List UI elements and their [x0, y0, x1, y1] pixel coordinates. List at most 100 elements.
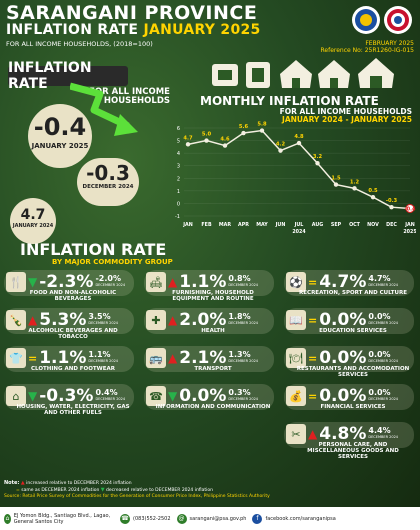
- up-arrow-icon: ▲: [168, 351, 178, 365]
- subtitle-b: JANUARY 2025: [143, 22, 261, 38]
- prev-value: -2.0%: [95, 274, 121, 283]
- prev-label: DECEMBER 2024: [368, 283, 399, 287]
- x-tick-label: JAN: [404, 222, 415, 228]
- legend-up-icon: ▲: [20, 480, 25, 486]
- commodity-item: 🍾 ▲ 5.3% 3.5% DECEMBER 2024: [6, 306, 138, 334]
- prev-label: DECEMBER 2024: [228, 321, 259, 325]
- data-point: [185, 142, 191, 147]
- data-point: [222, 143, 228, 148]
- commodity-value: 1.1%: [179, 271, 227, 292]
- x-tick-label: JUL: [294, 222, 304, 228]
- prev-label: DECEMBER 2024: [95, 397, 126, 401]
- phone-icon: ☎: [146, 386, 166, 406]
- restaurant-icon: 🍽: [286, 348, 306, 368]
- footer-phone[interactable]: (083)552-2502: [133, 515, 171, 522]
- up-arrow-icon: ▲: [28, 313, 38, 327]
- commodity-prev: 1.3% DECEMBER 2024: [228, 351, 258, 365]
- data-point: [405, 203, 415, 213]
- food-icon: 🍴: [6, 272, 26, 292]
- commodity-value: 5.3%: [39, 309, 87, 330]
- commodity-name: TRANSPORT: [194, 366, 232, 372]
- commodity-item: 🍴 ▼ -2.3% -2.0% DECEMBER 2024: [6, 268, 138, 296]
- data-label: 4.8: [294, 134, 304, 140]
- y-tick-label: 3: [177, 164, 180, 170]
- commodity-name: INFORMATION AND COMMUNICATION: [155, 404, 271, 410]
- prev-label: DECEMBER 2024: [95, 283, 126, 287]
- commodity-name: HOUSING, WATER, ELECTRICITY, GAS AND OTH…: [16, 404, 130, 416]
- prev-value: 0.3%: [228, 388, 251, 397]
- data-label: -0.3: [386, 198, 398, 204]
- commodity-item: ⌂ ▼ -0.3% 0.4% DECEMBER 2024: [6, 382, 138, 410]
- year-label: 2025: [403, 229, 416, 235]
- page-subtitle: INFLATION RATE JANUARY 2025: [6, 23, 346, 38]
- data-point: [259, 128, 265, 133]
- down-arrow-icon: ▼: [28, 275, 38, 289]
- dec-2024-label: DECEMBER 2024: [82, 184, 134, 190]
- y-tick-label: 1: [177, 189, 180, 195]
- commodity-prev: 1.8% DECEMBER 2024: [228, 313, 258, 327]
- footer-email[interactable]: sarangani@psa.gov.ph: [189, 515, 247, 522]
- data-label: 5.8: [257, 122, 267, 128]
- commodity-name: HEALTH: [201, 328, 225, 334]
- commodity-name: ALCOHOLIC BEVERAGES AND TOBACCO: [28, 328, 118, 340]
- coins-icon: 💰: [286, 386, 306, 406]
- commodity-name: FINANCIAL SERVICES: [320, 404, 386, 410]
- reference-number: Reference No: 25R1260-IG-015: [320, 47, 414, 54]
- prev-value: 1.1%: [88, 350, 111, 359]
- commodity-prev: 0.4% DECEMBER 2024: [95, 389, 125, 403]
- care-icon: ✂: [286, 424, 306, 444]
- commodity-name: EDUCATION SERVICES: [319, 328, 387, 334]
- commodity-prev: -2.0% DECEMBER 2024: [95, 275, 125, 289]
- commodity-value: 0.0%: [319, 385, 367, 406]
- january-2024-rate: 4.7 JANUARY 2024: [10, 198, 56, 244]
- commodity-item: ☎ ▼ 0.0% 0.3% DECEMBER 2024: [146, 382, 278, 410]
- commodity-name: RECREATION, SPORT AND CULTURE: [299, 290, 407, 296]
- prev-value: 0.4%: [95, 388, 118, 397]
- y-tick-label: 5: [177, 139, 180, 145]
- legend-up-text: increased relative to DECEMBER 2024 infl…: [26, 481, 132, 486]
- data-label: 1.2: [350, 179, 360, 185]
- equal-icon: =: [308, 275, 318, 289]
- prev-label: DECEMBER 2024: [228, 359, 259, 363]
- commodity-prev: 0.0% DECEMBER 2024: [368, 351, 398, 365]
- jan-2025-value: -0.4: [33, 113, 87, 141]
- commodity-subheading: BY MAJOR COMMODITY GROUP: [52, 258, 173, 266]
- data-label: 5.6: [239, 124, 249, 130]
- prev-label: DECEMBER 2024: [368, 435, 399, 439]
- data-point: [315, 161, 320, 166]
- subtitle-a: INFLATION RATE: [6, 22, 144, 38]
- commodity-prev: 4.7% DECEMBER 2024: [368, 275, 398, 289]
- equal-icon: =: [308, 351, 318, 365]
- commodity-value: 1.1%: [39, 347, 87, 368]
- commodity-item: ⚽ = 4.7% 4.7% DECEMBER 2024: [286, 268, 418, 296]
- commodity-heading: INFLATION RATE: [20, 240, 167, 259]
- equal-icon: =: [308, 313, 318, 327]
- commodity-prev: 3.5% DECEMBER 2024: [88, 313, 118, 327]
- commodity-value: 2.1%: [179, 347, 227, 368]
- commodity-item: 💰 = 0.0% 0.0% DECEMBER 2024: [286, 382, 418, 410]
- commodity-item: 👕 = 1.1% 1.1% DECEMBER 2024: [6, 344, 138, 372]
- commodity-value: 4.8%: [319, 423, 367, 444]
- data-point: [296, 140, 302, 146]
- footer-facebook[interactable]: facebook.com/saranganipsa: [265, 515, 336, 522]
- legend-eq-text: same as DECEMBER 2024 inflation: [21, 488, 100, 493]
- data-point: [333, 182, 339, 187]
- y-tick-label: 0: [177, 201, 180, 207]
- commodity-prev: 0.0% DECEMBER 2024: [368, 389, 398, 403]
- data-label: 4.7: [183, 135, 193, 141]
- economy-icons-strip: [212, 58, 394, 88]
- header: SARANGANI PROVINCE INFLATION RATE JANUAR…: [6, 4, 346, 49]
- prev-value: 4.4%: [368, 426, 391, 435]
- jan-2025-label: JANUARY 2025: [31, 142, 89, 150]
- x-tick-label: SEP: [331, 222, 342, 228]
- commodity-value: -0.3%: [39, 385, 94, 406]
- monthly-sub: FOR ALL INCOME HOUSEHOLDS: [279, 107, 412, 116]
- prev-value: 3.5%: [88, 312, 111, 321]
- data-label: -0.4: [405, 206, 416, 212]
- commodity-item: 🛋 ▲ 1.1% 0.8% DECEMBER 2024: [146, 268, 278, 296]
- commodity-name: FURNISHING, HOUSEHOLD EQUIPMENT AND ROUT…: [172, 290, 254, 302]
- prev-value: 1.8%: [228, 312, 251, 321]
- release-date: FEBRUARY 2025: [365, 40, 414, 47]
- commodity-item: ✚ ▲ 2.0% 1.8% DECEMBER 2024: [146, 306, 278, 334]
- book-icon: 📖: [286, 310, 306, 330]
